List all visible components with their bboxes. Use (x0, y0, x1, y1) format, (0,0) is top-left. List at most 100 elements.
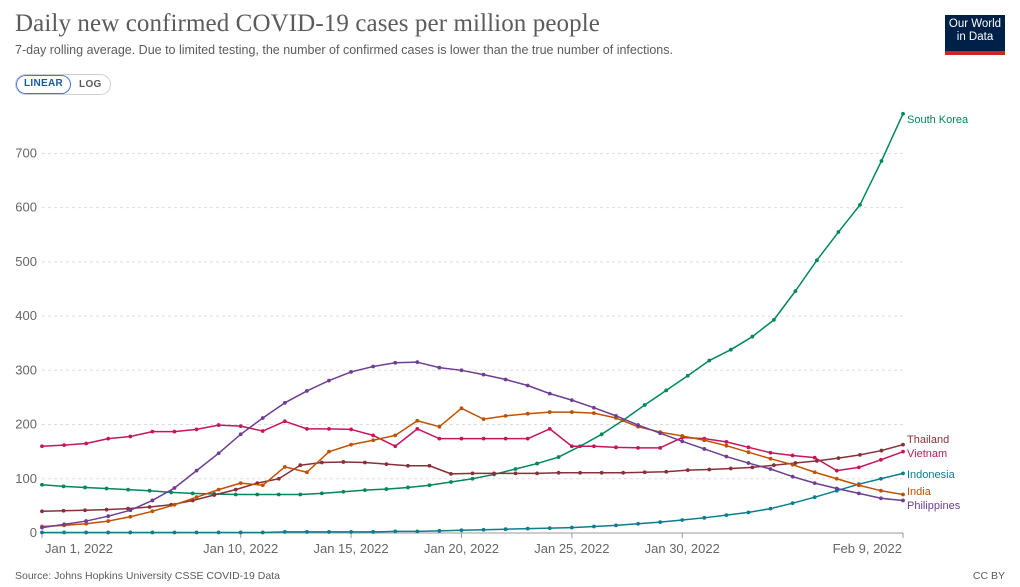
data-point (685, 468, 690, 472)
logo-line-1: Our World (948, 18, 1002, 30)
data-point (556, 470, 561, 475)
series-line-south-korea[interactable] (41, 113, 904, 496)
y-tick-label: 700 (15, 145, 37, 160)
data-point (535, 471, 539, 476)
data-point (194, 530, 199, 535)
data-point (327, 530, 331, 534)
log-scale-button[interactable]: LOG (79, 79, 102, 90)
data-point (319, 491, 324, 496)
series-line-indonesia[interactable] (42, 472, 904, 534)
data-point (255, 492, 260, 497)
data-point (371, 530, 376, 534)
data-point (790, 474, 795, 479)
data-point (812, 495, 817, 500)
data-point (40, 444, 44, 449)
data-point (724, 513, 729, 518)
data-point (513, 467, 518, 471)
series-line-philippines[interactable] (41, 361, 904, 529)
data-point (834, 486, 839, 491)
data-point (150, 498, 155, 503)
data-point (128, 434, 133, 439)
data-point (685, 373, 690, 378)
data-point (172, 486, 177, 490)
data-point (503, 377, 508, 382)
data-point (150, 530, 155, 535)
data-point (104, 486, 109, 491)
data-point (592, 524, 596, 529)
data-point (481, 436, 486, 441)
data-point (547, 526, 552, 531)
data-point (724, 443, 729, 448)
data-point (592, 405, 596, 410)
data-point (879, 448, 884, 453)
series-label-indonesia[interactable]: Indonesia (907, 469, 956, 481)
series-label-thailand[interactable]: Thailand (907, 434, 949, 446)
data-point (901, 111, 905, 116)
data-point (61, 484, 66, 489)
series-label-india[interactable]: India (907, 486, 932, 498)
data-point (415, 529, 420, 534)
data-point (569, 398, 574, 403)
data-point (282, 419, 287, 424)
data-point (746, 445, 751, 450)
data-point (406, 463, 410, 468)
data-point (481, 417, 486, 422)
data-point (771, 463, 776, 468)
data-point (276, 476, 281, 481)
data-point (128, 530, 133, 535)
license-link[interactable]: CC BY (972, 570, 1005, 582)
series-label-south-korea[interactable]: South Korea (907, 114, 969, 126)
data-point (621, 470, 626, 475)
data-point (636, 423, 640, 427)
data-point (194, 468, 199, 473)
owid-logo[interactable]: Our World in Data (945, 15, 1005, 55)
data-point (790, 453, 795, 458)
series-line-vietnam[interactable] (41, 420, 904, 472)
data-point (459, 406, 464, 411)
data-point (728, 347, 733, 352)
data-point (614, 523, 618, 528)
data-point (147, 488, 152, 493)
data-point (61, 508, 66, 513)
data-point (702, 515, 707, 520)
data-point (40, 509, 44, 514)
data-point (599, 470, 604, 475)
linear-scale-button[interactable]: LINEAR (16, 75, 72, 94)
data-point (771, 317, 776, 322)
data-point (768, 456, 773, 461)
data-point (556, 455, 561, 459)
data-point (260, 530, 265, 535)
data-point (393, 433, 398, 438)
data-point (569, 525, 574, 530)
data-point (614, 445, 618, 450)
chart-subtitle: 7-day rolling average. Due to limited te… (15, 43, 673, 57)
series-line-india[interactable] (41, 407, 904, 528)
data-point (128, 514, 133, 519)
data-point (503, 436, 508, 441)
chart-title: Daily new confirmed COVID-19 cases per m… (15, 10, 600, 37)
data-point (642, 470, 647, 475)
data-point (793, 289, 798, 294)
data-point (427, 463, 432, 468)
series-label-vietnam[interactable]: Vietnam (907, 448, 947, 460)
data-point (836, 230, 841, 234)
series-label-philippines[interactable]: Philippines (907, 500, 961, 512)
data-point (384, 487, 389, 491)
data-point (724, 454, 729, 459)
data-point (834, 476, 839, 481)
data-point (319, 460, 324, 465)
data-point (768, 506, 773, 511)
data-point (481, 372, 486, 377)
data-point (599, 432, 604, 437)
data-point (194, 495, 199, 500)
data-point (216, 487, 221, 492)
data-point (879, 159, 884, 163)
y-tick-label: 300 (15, 362, 37, 377)
data-point (83, 508, 87, 513)
x-tick-label: Feb 9, 2022 (833, 541, 902, 556)
data-point (901, 471, 905, 476)
data-point (750, 465, 755, 470)
data-point (535, 461, 539, 466)
data-point (459, 436, 464, 441)
data-point (233, 487, 238, 492)
